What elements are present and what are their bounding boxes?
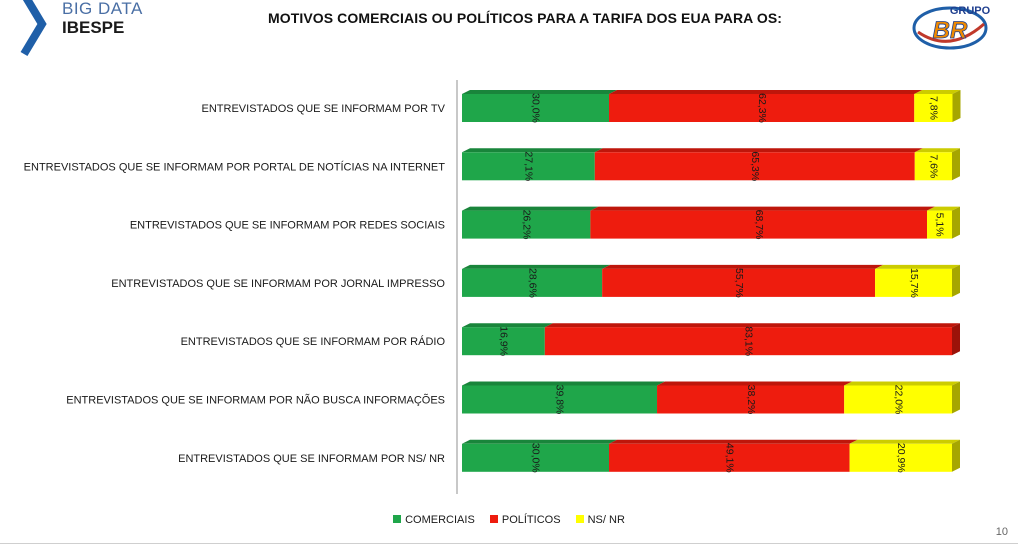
data-label: 30,0% — [530, 93, 542, 123]
logo-top-text: GRUPO — [950, 5, 991, 17]
data-label: 26,2% — [520, 210, 532, 240]
bar-comerciais — [462, 268, 603, 297]
bar-top-comerciais — [462, 323, 553, 328]
category-label: ENTREVISTADOS QUE SE INFORMAM POR JORNAL… — [111, 278, 445, 290]
legend-label-comerciais: COMERCIAIS — [405, 514, 475, 526]
bar-top-polticos — [657, 381, 853, 386]
bar-top-nsnr — [914, 90, 961, 94]
data-label: 30,0% — [530, 443, 542, 473]
bar-top-comerciais — [462, 206, 599, 211]
data-label: 68,7% — [753, 210, 765, 240]
category-label: ENTREVISTADOS QUE SE INFORMAM POR NS/ NR — [178, 453, 445, 465]
bar-top-comerciais — [462, 264, 611, 269]
data-label: 65,3% — [749, 151, 761, 181]
legend-swatch-ns-nr — [575, 515, 584, 523]
data-label: 16,9% — [498, 326, 510, 356]
legend-item-comerciais: COMERCIAIS — [393, 514, 475, 526]
brand-line1: BIG DATA — [62, 0, 143, 18]
bar-polticos — [590, 210, 928, 239]
category-label: ENTREVISTADOS QUE SE INFORMAM POR PORTAL… — [24, 160, 446, 173]
data-label: 83,1% — [743, 326, 755, 356]
bar-side — [952, 439, 960, 472]
bar-comerciais — [462, 385, 658, 414]
logo-mark: BR — [933, 17, 968, 44]
bar-top-polticos — [609, 439, 858, 444]
legend-item-politicos: POLÍTICOS — [489, 514, 561, 526]
bar-top-polticos — [602, 264, 884, 269]
bottom-divider — [0, 543, 1018, 544]
data-label: 7,8% — [928, 96, 940, 120]
data-label: 28,6% — [526, 268, 538, 298]
bar-side — [952, 264, 960, 297]
bar-side — [952, 323, 960, 356]
bar-top-nsnr — [914, 148, 960, 153]
bar-nsnr — [914, 94, 953, 122]
brand-line2: IBESPE — [62, 18, 125, 37]
bar-polticos — [609, 443, 850, 472]
category-label: ENTREVISTADOS QUE SE INFORMAM POR TV — [202, 103, 446, 115]
category-label: ENTREVISTADOS QUE SE INFORMAM POR RÁDIO — [181, 335, 446, 348]
data-label: 27,1% — [523, 151, 535, 181]
brand: BIG DATA IBESPE — [0, 0, 200, 70]
data-label: 20,9% — [895, 443, 907, 473]
chart-title: MOTIVOS COMERCIAIS OU POLÍTICOS PARA A T… — [267, 10, 783, 26]
chevron-logo-icon — [20, 0, 47, 57]
legend-item-ns-nr: NS/ NR — [575, 514, 625, 526]
legend: COMERCIAIS POLÍTICOS NS/ NR — [0, 514, 1018, 526]
bar-polticos — [609, 94, 915, 122]
legend-label-ns-nr: NS/ NR — [587, 514, 625, 526]
bar-nsnr — [849, 443, 952, 472]
data-label: 62,3% — [756, 93, 768, 123]
data-label: 5,1% — [934, 213, 946, 237]
bar-side — [952, 90, 961, 122]
bar-top-nsnr — [875, 264, 960, 269]
legend-swatch-politicos — [489, 515, 498, 523]
category-label: ENTREVISTADOS QUE SE INFORMAM POR NÃO BU… — [66, 394, 445, 407]
bar-top-polticos — [544, 323, 960, 328]
bar-nsnr — [875, 268, 952, 297]
legend-swatch-comerciais — [393, 515, 402, 523]
bar-comerciais — [462, 152, 595, 181]
category-label: ENTREVISTADOS QUE SE INFORMAM POR REDES … — [130, 220, 445, 232]
bar-polticos — [594, 152, 915, 181]
bar-top-comerciais — [462, 90, 617, 94]
data-label: 39,8% — [554, 385, 566, 415]
bar-polticos — [657, 385, 845, 414]
bar-comerciais — [462, 327, 545, 356]
bar-comerciais — [462, 443, 609, 472]
data-label: 22,0% — [892, 385, 904, 415]
bar-comerciais — [462, 94, 609, 122]
grupo-br-logo: GRUPO BR — [912, 5, 991, 50]
bar-side — [952, 148, 960, 181]
data-label: 55,7% — [733, 268, 745, 298]
bar-comerciais — [462, 210, 591, 239]
bar-nsnr — [844, 385, 952, 414]
data-label: 7,6% — [928, 154, 940, 178]
bar-top-comerciais — [462, 439, 617, 444]
bar-top-nsnr — [849, 439, 960, 444]
bar-top-nsnr — [844, 381, 960, 386]
page-number: 10 — [995, 526, 1008, 538]
legend-label-politicos: POLÍTICOS — [501, 514, 561, 526]
bar-polticos — [602, 268, 876, 297]
bar-top-comerciais — [462, 381, 666, 386]
bar-top-polticos — [609, 90, 923, 94]
bar-nsnr — [914, 152, 952, 181]
bar-polticos — [544, 327, 952, 356]
bar-top-polticos — [594, 148, 923, 153]
data-label: 38,2% — [745, 385, 757, 415]
data-label: 49,1% — [724, 443, 736, 473]
bar-side — [952, 381, 960, 414]
data-label: 15,7% — [908, 268, 920, 298]
bar-top-nsnr — [927, 206, 960, 211]
bar-top-comerciais — [462, 148, 603, 153]
bar-side — [952, 206, 960, 239]
bar-top-polticos — [590, 206, 936, 211]
bar-nsnr — [927, 210, 952, 239]
